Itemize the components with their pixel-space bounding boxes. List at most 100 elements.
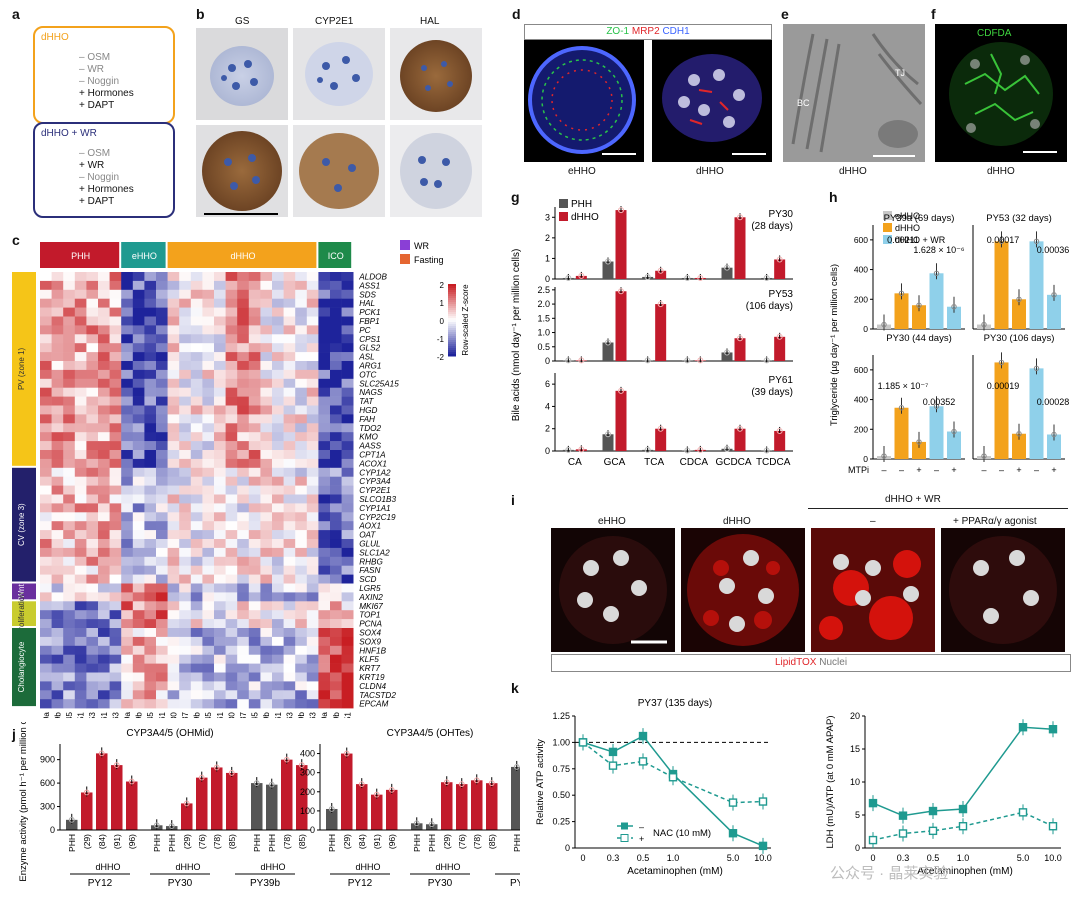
heatmap-cell — [63, 432, 76, 442]
heatmap-cell — [98, 699, 110, 709]
heatmap-cell — [190, 503, 203, 513]
heatmap-cell — [318, 610, 331, 620]
heatmap-cell — [167, 414, 180, 424]
heatmap-cell — [272, 325, 284, 335]
heatmap-cell — [330, 369, 342, 380]
heatmap-cell — [74, 450, 87, 460]
heatmap-cell — [51, 610, 64, 620]
condition-item: + Hormones — [79, 88, 134, 99]
heatmap-cell — [121, 450, 134, 460]
sample-label: PY39b — [135, 712, 144, 718]
heatmap-cell — [225, 343, 238, 353]
heatmap-cell — [63, 361, 76, 371]
heatmap-cell — [283, 414, 296, 424]
heatmap-cell — [318, 503, 331, 513]
heatmap-cell — [341, 423, 354, 433]
heatmap-cell — [330, 432, 342, 442]
heatmap-cell — [260, 316, 273, 326]
heatmap-cell — [260, 672, 273, 682]
gene-label: ARG1 — [358, 362, 381, 371]
heatmap-cell — [248, 565, 261, 575]
data-point — [684, 274, 691, 281]
y-tick-label: 4 — [545, 401, 550, 411]
legend-zo1: ZO-1 — [606, 26, 630, 37]
group-label: PY12 — [88, 878, 113, 889]
heatmap-cell — [225, 414, 238, 424]
heatmap-cell — [121, 334, 134, 344]
data-point — [618, 387, 624, 394]
heatmap-cell — [167, 699, 180, 709]
data-point — [1033, 238, 1040, 245]
heatmap-cell — [260, 636, 273, 647]
condition-label-minus: – — [870, 516, 876, 527]
heatmap-cell — [306, 298, 319, 308]
data-point — [1018, 723, 1028, 732]
heatmap-cell — [341, 699, 354, 709]
data-point — [724, 264, 730, 271]
bar — [226, 772, 238, 830]
heatmap-cell — [272, 494, 284, 504]
heatmap-cell — [283, 316, 296, 326]
bar — [486, 783, 498, 830]
heatmap-cell — [260, 369, 273, 380]
colorbar-segment — [448, 294, 456, 297]
x-tick-label: 10.0 — [754, 853, 772, 863]
heatmap-cell — [74, 476, 87, 486]
sample-label: PY63 — [309, 712, 318, 718]
heatmap-cell — [214, 539, 226, 549]
heatmap-cell — [318, 690, 331, 700]
gene-label: KLF5 — [359, 655, 379, 664]
heatmap-cell — [63, 539, 76, 549]
heatmap-cell — [202, 361, 215, 371]
heatmap-cell — [74, 583, 87, 593]
heatmap-cell — [341, 690, 354, 700]
legend-label-fasting: Fasting — [414, 255, 444, 265]
heatmap-cell — [237, 583, 250, 593]
heatmap-cell — [51, 352, 64, 362]
heatmap-cell — [190, 547, 203, 558]
heatmap-cell — [167, 690, 180, 700]
heatmap-cell — [330, 681, 342, 691]
gene-label: PC — [359, 326, 370, 335]
bar-label: (29) — [182, 834, 192, 849]
heatmap-cell — [40, 280, 52, 291]
heatmap-cell — [248, 654, 261, 664]
sample-label: PY61 — [158, 712, 167, 718]
heatmap-cell — [318, 361, 331, 371]
data-point — [638, 757, 648, 766]
data-point — [724, 445, 730, 452]
heatmap-cell — [283, 601, 296, 611]
heatmap-cell — [283, 307, 296, 317]
heatmap-cell — [167, 361, 180, 371]
gene-label: CPS1 — [359, 335, 380, 344]
condition-item: – OSM — [79, 52, 111, 63]
heatmap-cell — [179, 628, 192, 638]
heatmap-cell — [132, 503, 145, 513]
heatmap-cell — [40, 619, 52, 629]
heatmap-cell — [295, 485, 308, 495]
heatmap-cell — [190, 663, 203, 673]
heatmap-cell — [98, 289, 110, 299]
heatmap-cell — [132, 441, 145, 451]
heatmap-cell — [341, 547, 354, 558]
heatmap-cell — [121, 601, 134, 611]
bar-label: (84) — [97, 834, 107, 849]
heatmap-cell — [237, 636, 250, 647]
subplot-footer: PY30 (44 days) — [886, 333, 951, 344]
heatmap-cell — [51, 280, 64, 291]
heatmap-cell — [63, 272, 76, 282]
mtpi-sign: – — [1034, 465, 1039, 475]
heatmap-cell — [248, 361, 261, 371]
heatmap-cell — [295, 405, 308, 415]
heatmap-cell — [272, 699, 284, 709]
row-group-label: CV (zone 3) — [17, 503, 26, 546]
gene-label: HGD — [359, 406, 377, 415]
legend-label-ehho: eHHO — [895, 211, 920, 221]
heatmap-cell — [109, 681, 122, 691]
heatmap-cell — [144, 361, 157, 371]
heatmap-cell — [283, 539, 296, 549]
heatmap-cell — [109, 378, 122, 388]
data-point — [488, 780, 495, 787]
heatmap-cell — [248, 547, 261, 558]
heatmap-cell — [225, 467, 238, 477]
